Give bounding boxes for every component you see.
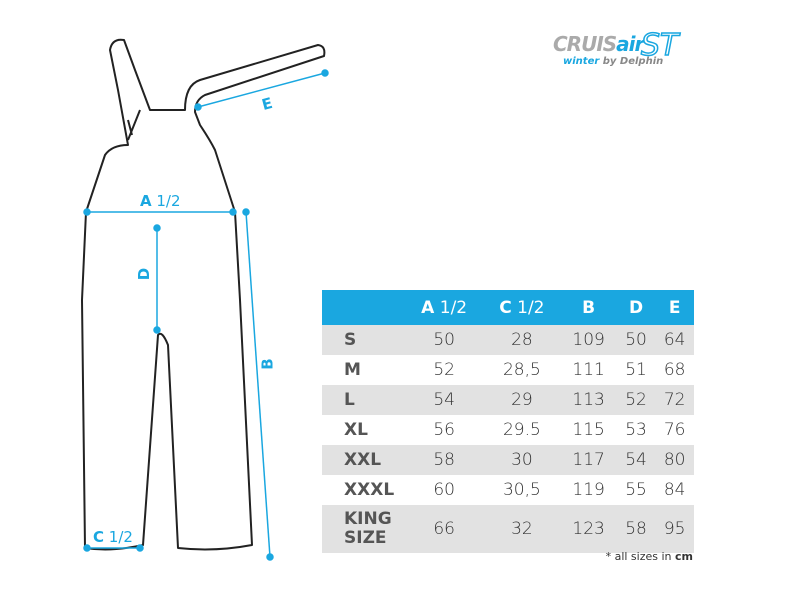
value-cell: 50 bbox=[616, 325, 656, 355]
value-cell: 60 bbox=[433, 480, 455, 500]
size-cell: XL bbox=[344, 420, 368, 440]
label-d: D bbox=[135, 267, 154, 281]
value-cell: 55 bbox=[625, 480, 647, 500]
table-row: KING SIZE 66 32 123 58 95 bbox=[322, 505, 694, 553]
size-cell: XXXL bbox=[344, 480, 395, 500]
value-cell: 51 bbox=[625, 360, 647, 380]
value-cell: 111 bbox=[572, 360, 605, 380]
value-cell: 80 bbox=[655, 445, 694, 475]
table-header: A 1/2 C 1/2 B D E bbox=[322, 290, 694, 325]
size-cell: XXL bbox=[322, 445, 405, 475]
value-cell: 30 bbox=[483, 445, 561, 475]
measurement-lines bbox=[83, 69, 329, 561]
label-c: C 1/2 bbox=[93, 528, 133, 546]
label-a: A 1/2 bbox=[140, 192, 181, 210]
value-cell: 117 bbox=[560, 445, 617, 475]
value-cell: 58 bbox=[405, 445, 484, 475]
size-table: A 1/2 C 1/2 B D E S 50 28 109 50 64 M 52 28,5 111 51 68… bbox=[322, 290, 694, 553]
value-cell: 58 bbox=[616, 505, 656, 553]
value-cell: 32 bbox=[483, 505, 561, 553]
size-cell: M bbox=[344, 360, 361, 380]
table-row: XL 56 29.5 115 53 76 bbox=[322, 415, 694, 445]
value-cell: 56 bbox=[433, 420, 455, 440]
value-cell: 28,5 bbox=[502, 360, 541, 380]
table-row: XXL 58 30 117 54 80 bbox=[322, 445, 694, 475]
brand-logo: CRUISair ST winter by Delphin bbox=[553, 27, 679, 67]
value-cell: 115 bbox=[572, 420, 605, 440]
table-row: L 54 29 113 52 72 bbox=[322, 385, 694, 415]
size-cell: KING SIZE bbox=[322, 505, 405, 553]
value-cell: 72 bbox=[655, 385, 694, 415]
value-cell: 84 bbox=[663, 480, 686, 500]
column-header: A 1/2 bbox=[405, 290, 484, 325]
value-cell: 54 bbox=[616, 445, 656, 475]
value-cell: 119 bbox=[572, 480, 605, 500]
label-b: B bbox=[258, 358, 277, 370]
column-header: C 1/2 bbox=[483, 290, 561, 325]
value-cell: 30,5 bbox=[502, 480, 541, 500]
pants-outline bbox=[81, 38, 326, 551]
size-cell: L bbox=[322, 385, 405, 415]
table-row: S 50 28 109 50 64 bbox=[322, 325, 694, 355]
value-cell: 76 bbox=[663, 420, 686, 440]
table-row: XXXL 60 30,5 119 55 84 bbox=[322, 475, 694, 505]
value-cell: 113 bbox=[560, 385, 617, 415]
column-header: B bbox=[560, 290, 617, 325]
value-cell: 95 bbox=[655, 505, 694, 553]
column-header: E bbox=[655, 290, 694, 325]
value-cell: 29 bbox=[483, 385, 561, 415]
units-note: * all sizes in cm bbox=[605, 550, 693, 563]
value-cell: 109 bbox=[560, 325, 617, 355]
value-cell: 54 bbox=[405, 385, 484, 415]
value-cell: 52 bbox=[616, 385, 656, 415]
value-cell: 68 bbox=[663, 360, 686, 380]
value-cell: 123 bbox=[560, 505, 617, 553]
value-cell: 52 bbox=[433, 360, 455, 380]
value-cell: 64 bbox=[655, 325, 694, 355]
value-cell: 50 bbox=[405, 325, 484, 355]
value-cell: 29.5 bbox=[502, 420, 541, 440]
table-row: M 52 28,5 111 51 68 bbox=[322, 355, 694, 385]
size-cell: S bbox=[322, 325, 405, 355]
value-cell: 28 bbox=[483, 325, 561, 355]
column-header: D bbox=[616, 290, 656, 325]
value-cell: 66 bbox=[405, 505, 484, 553]
value-cell: 53 bbox=[625, 420, 647, 440]
